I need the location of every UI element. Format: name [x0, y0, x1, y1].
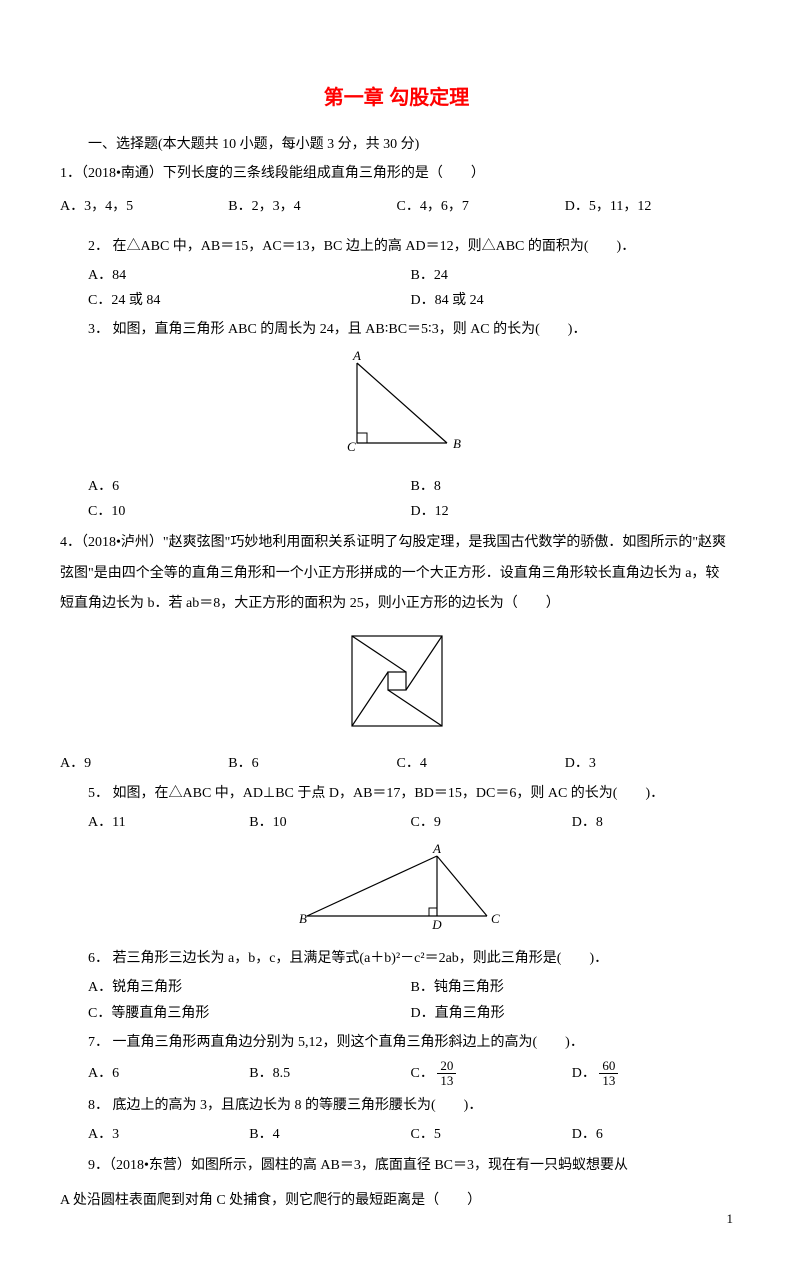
q3-triangle-svg: A B C — [317, 348, 477, 458]
q5-text: 5． 如图，在△ABC 中，AD⊥BC 于点 D，AB＝17，BD＝15，DC＝… — [60, 781, 733, 806]
q3-optB: B．8 — [411, 474, 734, 499]
q8-optC: C．5 — [411, 1122, 572, 1147]
q1-optA: A．3，4，5 — [60, 194, 228, 219]
q5-optD: D．8 — [572, 810, 733, 835]
q6-optC: C．等腰直角三角形 — [88, 1001, 411, 1026]
q4-optD: D．3 — [565, 751, 733, 776]
svg-text:C: C — [347, 439, 356, 454]
q3-figure: A B C — [60, 348, 733, 467]
svg-text:A: A — [432, 841, 441, 856]
q2-optB: B．24 — [411, 263, 734, 288]
q8-text: 8． 底边上的高为 3，且底边长为 8 的等腰三角形腰长为( )． — [60, 1093, 733, 1118]
q1-options: A．3，4，5 B．2，3，4 C．4，6，7 D．5，11，12 — [60, 194, 733, 219]
q2-optC: C．24 或 84 — [88, 288, 411, 313]
q5-optB: B．10 — [249, 810, 410, 835]
q9-text-line2: A 处沿圆柱表面爬到对角 C 处捕食，则它爬行的最短距离是（ ） — [60, 1186, 733, 1217]
svg-text:B: B — [299, 911, 307, 926]
q3-text: 3． 如图，直角三角形 ABC 的周长为 24，且 AB∶BC＝5∶3，则 AC… — [60, 317, 733, 342]
q4-optC: C．4 — [397, 751, 565, 776]
page-number: 1 — [727, 1207, 734, 1230]
q2-optA: A．84 — [88, 263, 411, 288]
q8-options: A．3 B．4 C．5 D．6 — [60, 1122, 733, 1147]
page: 第一章 勾股定理 一、选择题(本大题共 10 小题，每小题 3 分，共 30 分… — [0, 0, 793, 1261]
q8-optB: B．4 — [249, 1122, 410, 1147]
q6-options: A．锐角三角形 B．钝角三角形 C．等腰直角三角形 D．直角三角形 — [60, 975, 733, 1025]
q7-optB: B．8.5 — [249, 1061, 410, 1086]
q6-text: 6． 若三角形三边长为 a，b，c，且满足等式(a＋b)²－c²＝2ab，则此三… — [60, 946, 733, 971]
section-header: 一、选择题(本大题共 10 小题，每小题 3 分，共 30 分) — [60, 132, 733, 157]
q7-text: 7． 一直角三角形两直角边分别为 5,12，则这个直角三角形斜边上的高为( )． — [60, 1030, 733, 1055]
q7-options: A．6 B．8.5 C． 20 13 D． 60 13 — [60, 1059, 733, 1089]
q7-optD: D． 60 13 — [572, 1059, 733, 1089]
q4-optA: A．9 — [60, 751, 228, 776]
svg-text:A: A — [352, 348, 361, 363]
q7-optA: A．6 — [88, 1061, 249, 1086]
q1-optC: C．4，6，7 — [397, 194, 565, 219]
q4-figure — [60, 626, 733, 745]
q7-optD-fraction: 60 13 — [599, 1059, 618, 1089]
q1-optD: D．5，11，12 — [565, 194, 733, 219]
q4-zhaoshuang-svg — [342, 626, 452, 736]
svg-text:D: D — [431, 917, 442, 931]
q6-optB: B．钝角三角形 — [411, 975, 734, 1000]
q4-options: A．9 B．6 C．4 D．3 — [60, 751, 733, 776]
q5-triangle-svg: A B C D — [287, 841, 507, 931]
q2-text: 2． 在△ABC 中，AB＝15，AC＝13，BC 边上的高 AD＝12，则△A… — [60, 234, 733, 259]
q3-optA: A．6 — [88, 474, 411, 499]
q4-text: 4．（2018•泸州）"赵爽弦图"巧妙地利用面积关系证明了勾股定理，是我国古代数… — [60, 528, 733, 620]
q5-figure: A B C D — [60, 841, 733, 940]
svg-text:B: B — [453, 436, 461, 451]
q6-optA: A．锐角三角形 — [88, 975, 411, 1000]
q6-optD: D．直角三角形 — [411, 1001, 734, 1026]
q8-optA: A．3 — [88, 1122, 249, 1147]
q5-optC: C．9 — [411, 810, 572, 835]
q3-options: A．6 B．8 C．10 D．12 — [60, 474, 733, 524]
q8-optD: D．6 — [572, 1122, 733, 1147]
q1-text: 1．（2018•南通）下列长度的三条线段能组成直角三角形的是（ ） — [60, 161, 733, 186]
q2-optD: D．84 或 24 — [411, 288, 734, 313]
q4-optB: B．6 — [228, 751, 396, 776]
q3-optC: C．10 — [88, 499, 411, 524]
svg-text:C: C — [491, 911, 500, 926]
q5-options: A．11 B．10 C．9 D．8 — [60, 810, 733, 835]
q9-text-line1: 9．（2018•东营）如图所示，圆柱的高 AB＝3，底面直径 BC＝3，现在有一… — [60, 1151, 733, 1182]
q3-optD: D．12 — [411, 499, 734, 524]
chapter-title: 第一章 勾股定理 — [60, 80, 733, 116]
q5-optA: A．11 — [88, 810, 249, 835]
q7-optC-fraction: 20 13 — [437, 1059, 456, 1089]
q1-optB: B．2，3，4 — [228, 194, 396, 219]
q2-options: A．84 B．24 C．24 或 84 D．84 或 24 — [60, 263, 733, 313]
q7-optC: C． 20 13 — [411, 1059, 572, 1089]
